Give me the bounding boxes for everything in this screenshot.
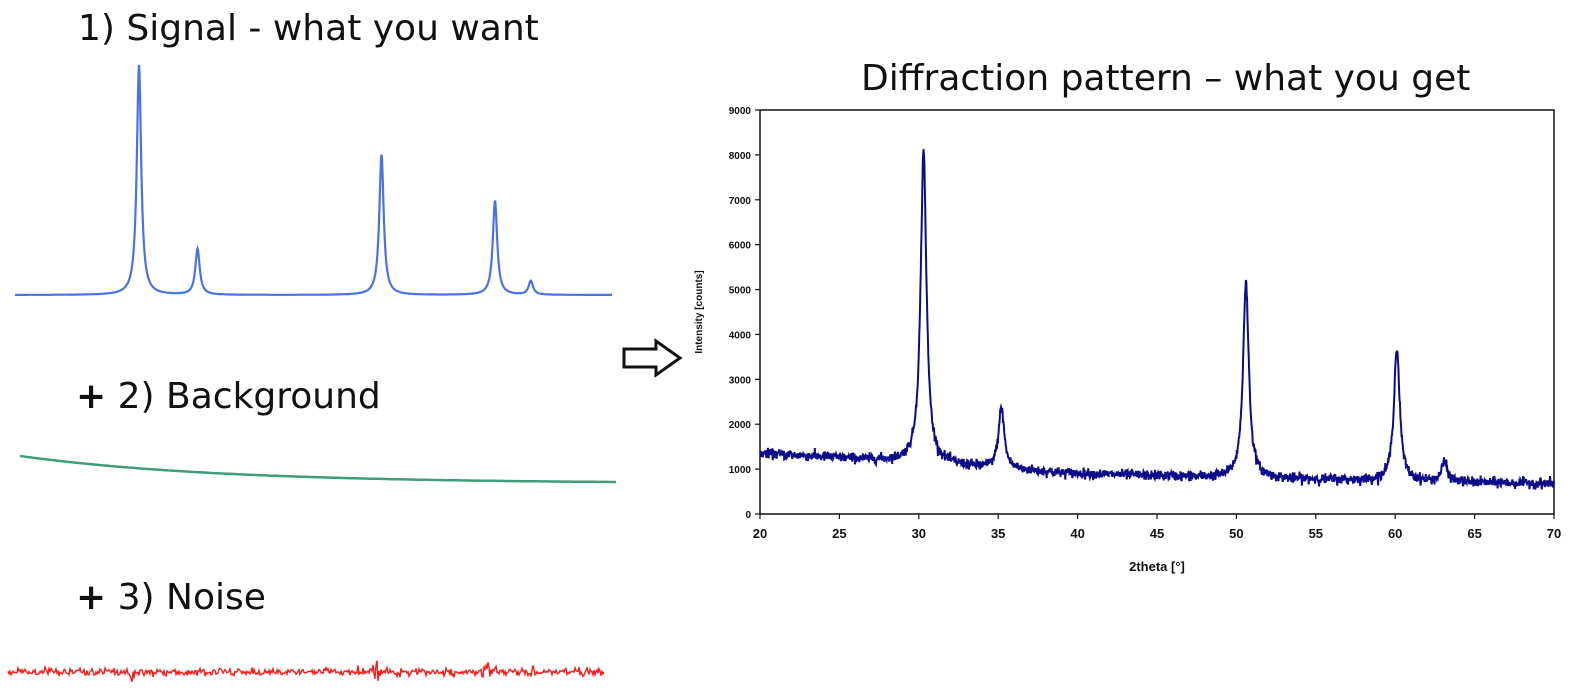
y-tick-label: 2000 (729, 420, 752, 431)
plus-sign: + (76, 577, 107, 618)
x-tick-label: 20 (753, 526, 767, 541)
background-label: + 2) Background (76, 376, 381, 417)
y-tick-label: 6000 (729, 241, 752, 252)
x-tick-label: 55 (1309, 526, 1323, 541)
x-tick-label: 40 (1070, 526, 1084, 541)
y-tick-label: 9000 (729, 106, 752, 117)
plus-sign: + (76, 376, 107, 417)
background-plot (19, 454, 616, 484)
signal-line (15, 64, 612, 296)
signal-plot (15, 64, 612, 296)
chart-axes (759, 109, 1555, 515)
x-tick-label: 35 (991, 526, 1005, 541)
y-tick-label: 0 (745, 510, 751, 521)
noise-label: + 3) Noise (76, 577, 266, 618)
y-tick-label: 4000 (729, 330, 752, 341)
y-tick-label: 8000 (729, 151, 752, 162)
x-tick-label: 45 (1150, 526, 1164, 541)
chart-ticks: 20 25 30 35 40 45 50 55 60 65 70 0 1000 2000 3000 4000 5… (729, 106, 1561, 541)
noise-plot (7, 660, 605, 683)
noise-text: 3) Noise (117, 577, 266, 618)
y-tick-label: 3000 (729, 375, 752, 386)
diffraction-title: Diffraction pattern – what you get (861, 58, 1471, 99)
y-tick-label: 5000 (729, 286, 752, 297)
x-tick-label: 60 (1388, 526, 1402, 541)
diffraction-line (759, 149, 1555, 490)
y-tick-label: 7000 (729, 196, 752, 207)
x-tick-label: 30 (912, 526, 926, 541)
background-text: 2) Background (117, 376, 381, 417)
x-tick-label: 50 (1229, 526, 1243, 541)
signal-label: 1) Signal - what you want (78, 8, 539, 49)
plot-frame (759, 109, 1555, 515)
x-tick-label: 70 (1547, 526, 1561, 541)
x-axis-label: 2theta [°] (1129, 559, 1185, 574)
noise-line (7, 660, 605, 683)
diffraction-chart: 20 25 30 35 40 45 50 55 60 65 70 0 1000 2000 3000 4000 5… (694, 106, 1561, 574)
x-tick-label: 65 (1467, 526, 1481, 541)
y-axis-label: Intensity [counts] (694, 270, 705, 353)
background-line (19, 454, 616, 484)
signal-text: Signal - what you want (126, 8, 539, 49)
y-tick-label: 1000 (729, 465, 752, 476)
right-arrow-icon (622, 338, 683, 378)
x-tick-label: 25 (832, 526, 846, 541)
signal-number: 1) (78, 8, 115, 49)
